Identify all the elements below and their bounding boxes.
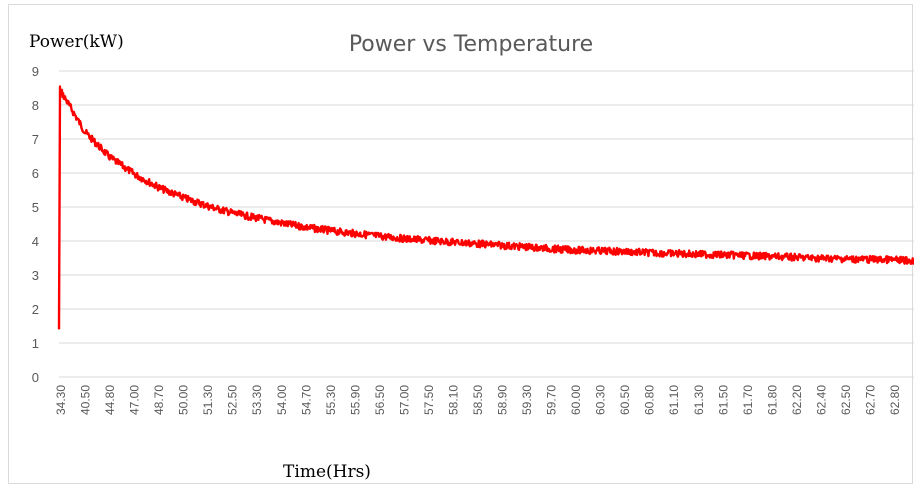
x-axis-label: Time(Hrs) (283, 462, 371, 482)
x-tick-label: 61.30 (692, 385, 706, 415)
x-tick-label: 44.80 (103, 385, 117, 415)
y-tick-label: 0 (32, 370, 39, 385)
x-tick-label: 57.00 (397, 385, 411, 415)
x-tick-label: 60.00 (569, 385, 583, 415)
x-tick-label: 59.70 (545, 385, 559, 415)
series-layer (57, 85, 914, 330)
x-tick-label: 51.30 (201, 385, 215, 415)
x-tick-label: 55.30 (324, 385, 338, 415)
x-tick-label: 48.70 (152, 385, 166, 415)
x-tick-label: 53.30 (250, 385, 264, 415)
x-tick-label: 60.80 (643, 385, 657, 415)
x-tick-label: 62.50 (839, 385, 853, 415)
x-tick-labels: 34.30 40.50 44.80 47.00 48.70 50.00 51.30 52.50… (54, 385, 902, 415)
x-tick-label: 40.50 (79, 385, 93, 415)
x-tick-label: 58.50 (471, 385, 485, 415)
x-tick-label: 54.00 (275, 385, 289, 415)
y-axis-label: Power(kW) (29, 32, 124, 52)
y-tick-label: 8 (32, 98, 39, 113)
y-tick-label: 5 (32, 200, 39, 215)
x-tick-label: 62.70 (863, 385, 877, 415)
x-tick-label: 61.10 (667, 385, 681, 415)
x-tick-label: 61.50 (716, 385, 730, 415)
x-tick-label: 54.70 (299, 385, 313, 415)
gridlines (59, 70, 914, 378)
y-tick-label: 3 (32, 268, 39, 283)
x-tick-label: 62.80 (888, 385, 902, 415)
x-tick-label: 61.70 (741, 385, 755, 415)
y-tick-label: 6 (32, 166, 39, 181)
x-tick-label: 50.00 (177, 385, 191, 415)
x-tick-label: 61.80 (765, 385, 779, 415)
chart-title: Power vs Temperature (349, 32, 593, 57)
y-tick-label: 4 (32, 234, 39, 249)
y-tick-labels: 0 1 2 3 4 5 6 7 8 9 (32, 64, 39, 385)
x-tick-label: 60.30 (594, 385, 608, 415)
x-tick-label: 60.50 (618, 385, 632, 415)
y-tick-label: 2 (32, 302, 39, 317)
x-tick-label: 47.00 (128, 385, 142, 415)
y-tick-label: 9 (32, 64, 39, 79)
x-tick-label: 58.90 (496, 385, 510, 415)
y-tick-label: 7 (32, 132, 39, 147)
chart-frame: Power vs Temperature Power(kW) Time(Hrs)… (8, 4, 914, 484)
x-tick-label: 62.20 (790, 385, 804, 415)
series-line-power (57, 85, 914, 330)
x-tick-label: 57.50 (422, 385, 436, 415)
x-tick-label: 59.30 (520, 385, 534, 415)
y-tick-label: 1 (32, 336, 39, 351)
x-tick-label: 34.30 (54, 385, 68, 415)
chart-svg: Power vs Temperature Power(kW) Time(Hrs)… (29, 32, 914, 482)
x-tick-label: 62.40 (814, 385, 828, 415)
x-tick-label: 58.10 (446, 385, 460, 415)
x-tick-label: 56.50 (373, 385, 387, 415)
x-tick-label: 55.90 (348, 385, 362, 415)
x-tick-label: 52.50 (226, 385, 240, 415)
